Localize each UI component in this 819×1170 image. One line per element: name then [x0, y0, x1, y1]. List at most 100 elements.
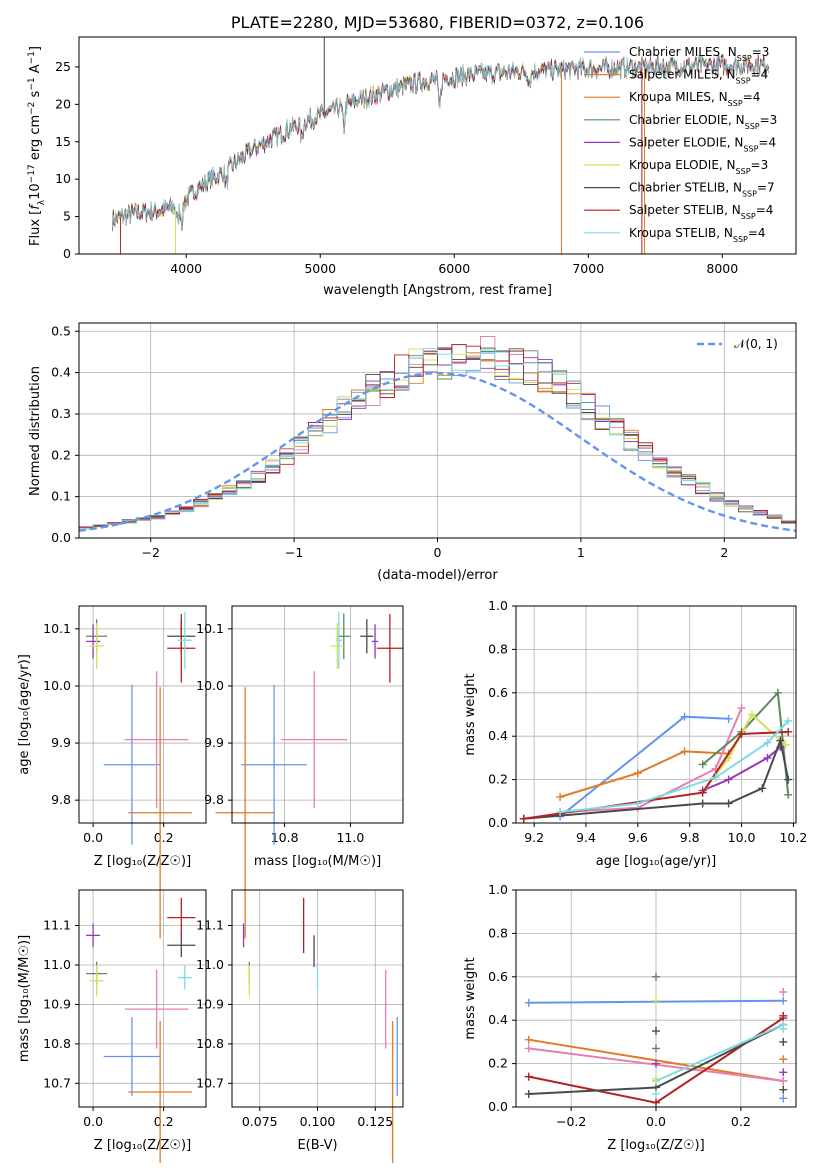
legend-entry: Chabrier MILES, NSSP=3 [629, 45, 769, 63]
y-axis-label: mass weight [463, 957, 478, 1039]
y-axis-label: age [log₁₀(age/yr)] [17, 654, 32, 775]
y-tick-label: 0.0 [488, 815, 508, 830]
x-tick-label: −2 [141, 545, 159, 560]
y-tick-label: 1.0 [488, 598, 508, 613]
plus-marker [652, 1027, 660, 1036]
mass-weight-line [655, 1023, 784, 1082]
legend-entry: Chabrier STELIB, NSSP=7 [629, 181, 775, 199]
x-axis-label: Z [log₁₀(Z/Z☉)] [94, 854, 191, 869]
spectrum-frame [78, 36, 797, 255]
plus-marker [556, 808, 565, 817]
x-tick-label: 0.2 [154, 830, 174, 845]
normal-curve [78, 371, 797, 532]
x-tick-label: 11.0 [336, 830, 364, 845]
age_vs_mass-frame [231, 605, 404, 824]
plus-marker [784, 790, 793, 799]
y-tick-label: 0.4 [488, 728, 508, 743]
plus-marker [779, 1076, 788, 1085]
plus-marker [784, 775, 793, 784]
mw_vs_Z-panel: −0.2 0.0 0.2 0.0 0.2 0.4 0.6 0.8 1.0 Z [log₁₀(Z/Z… [463, 882, 796, 1153]
plus-marker [773, 688, 782, 697]
plus-marker [758, 784, 767, 793]
plus-marker [724, 714, 733, 723]
mass_vs_ebv-frame [231, 889, 404, 1108]
plus-marker [737, 703, 746, 712]
mass_vs_Z-panel: 0.0 0.2 10.7 10.8 10.9 11.0 11.1 Z [log₁₀(Z/Z☉)… [17, 890, 206, 1164]
x-tick-label: 8000 [706, 261, 738, 276]
x-tick-label: 0.0 [83, 830, 103, 845]
y-tick-label: 0.2 [488, 772, 508, 787]
plus-marker [779, 1085, 788, 1094]
plus-marker [779, 1068, 788, 1077]
y-tick-label: 10.7 [196, 1075, 224, 1090]
legend-entry: Salpeter ELODIE, NSSP=4 [629, 135, 776, 153]
plus-marker [724, 775, 733, 784]
x-axis-label: E(B-V) [297, 1138, 337, 1153]
x-axis-label: mass [log₁₀(M/M☉)] [254, 854, 381, 869]
y-tick-label: 25 [55, 59, 71, 74]
x-tick-label: 0.125 [357, 1114, 393, 1129]
plus-marker [519, 814, 528, 823]
plus-marker [779, 987, 788, 996]
y-tick-label: 10.1 [43, 621, 71, 636]
y-tick-label: 11.1 [43, 918, 71, 933]
plus-marker [556, 792, 565, 801]
plus-marker [698, 799, 707, 808]
spectrum-series-cyan [112, 54, 770, 230]
y-tick-label: 0.6 [488, 685, 508, 700]
residuals-frame [78, 322, 797, 539]
plus-marker [779, 1037, 788, 1046]
plus-marker [747, 710, 756, 719]
y-tick-label: 10.9 [196, 996, 224, 1011]
plus-marker [652, 1074, 660, 1083]
y-axis-label: mass weight [463, 673, 478, 755]
y-tick-label: 10.8 [196, 1036, 224, 1051]
legend-entry: 𝒩(0, 1) [734, 337, 778, 351]
mw_vs_age-panel: 9.2 9.4 9.6 9.8 10.0 10.2 0.0 0.2 0.4 0.6 0.8 1.0 ag… [463, 598, 807, 869]
y-tick-label: 0.4 [51, 365, 71, 380]
mw_vs_age-frame [515, 605, 797, 824]
plus-marker [633, 799, 642, 808]
mass-weight-line [523, 736, 790, 820]
y-tick-label: 0.2 [488, 1056, 508, 1071]
mass-weight-line [559, 750, 729, 798]
x-axis-label: Z [log₁₀(Z/Z☉)] [94, 1138, 191, 1153]
legend-entry: Salpeter STELIB, NSSP=4 [629, 203, 773, 221]
y-tick-label: 0.8 [488, 925, 508, 940]
plus-marker [652, 972, 660, 981]
plus-marker [784, 727, 793, 736]
y-tick-label: 9.9 [204, 735, 224, 750]
x-tick-label: 0.100 [300, 1114, 336, 1129]
age_vs_Z-frame [78, 605, 207, 824]
age_vs_mass-panel: 10.8 11.0 9.8 9.9 10.0 10.1 mass [log₁₀(M/M☉)] [196, 606, 403, 939]
x-tick-label: 9.6 [628, 830, 648, 845]
mass-weight-line [702, 746, 782, 792]
plus-marker [652, 1089, 660, 1098]
y-tick-label: 1.0 [488, 882, 508, 897]
age_vs_Z-panel: 0.0 0.2 9.8 9.9 10.0 10.1 Z [log₁₀(Z/Z☉)] age [… [17, 606, 206, 939]
x-tick-label: 10.2 [779, 830, 807, 845]
y-tick-label: 9.8 [51, 792, 71, 807]
x-tick-label: 0 [434, 545, 442, 560]
x-axis-label: age [log₁₀(age/yr)] [596, 854, 717, 869]
legend-entry: Chabrier ELODIE, NSSP=3 [629, 113, 777, 131]
histogram-cyan [78, 348, 796, 538]
mass_vs_ebv-panel: 0.075 0.100 0.125 10.7 10.8 10.9 11.0 11.1 E(B-V… [196, 890, 403, 1164]
x-tick-label: 5000 [304, 261, 336, 276]
y-tick-label: 15 [55, 134, 71, 149]
x-tick-label: 9.8 [680, 830, 700, 845]
x-axis-label: wavelength [Angstrom, rest frame] [323, 283, 552, 298]
spectrum-panel: PLATE=2280, MJD=53680, FIBERID=0372, z=0… [27, 13, 777, 298]
plus-marker [711, 773, 720, 782]
plus-marker [779, 996, 788, 1005]
x-tick-label: 9.4 [576, 830, 596, 845]
x-axis-label: (data-model)/error [377, 568, 498, 583]
y-tick-label: 11.0 [43, 957, 71, 972]
plus-marker [724, 799, 733, 808]
y-axis-label: mass [log₁₀(M/M☉)] [17, 935, 32, 1062]
plus-marker [524, 1035, 533, 1044]
y-tick-label: 0.0 [51, 530, 71, 545]
plus-marker [784, 717, 793, 726]
spectrum-title: PLATE=2280, MJD=53680, FIBERID=0372, z=0… [231, 13, 644, 32]
